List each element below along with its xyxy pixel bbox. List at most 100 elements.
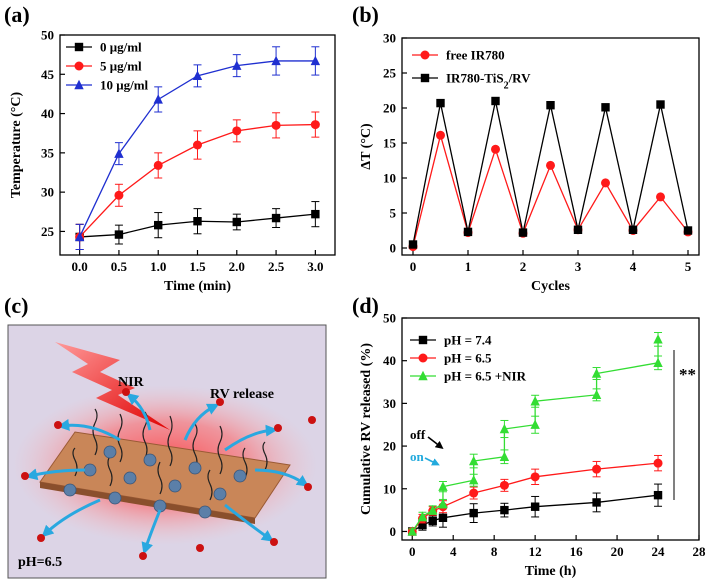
drug-loaded-particles: [63, 445, 247, 519]
y-tick-label: 40: [383, 353, 396, 368]
x-tick-label: 2.0: [229, 259, 245, 274]
data-point: [591, 368, 602, 378]
y-tick-label: 45: [41, 67, 55, 82]
y-tick-label: 0: [390, 241, 397, 256]
chart-d: 0 4 8 12 16 20 24 28 0 10 20 30 40 50 Time (h) Cumulati…: [359, 311, 706, 580]
data-point: [232, 126, 242, 136]
y-tick-label: 10: [383, 481, 396, 496]
x-tick-label: 4: [450, 544, 457, 559]
x-tick-label: 0: [410, 259, 417, 274]
data-point: [193, 140, 202, 150]
x-tick-label: 8: [491, 544, 498, 559]
data-point: [530, 419, 540, 429]
y-tick-label: 25: [41, 224, 55, 239]
x-axis-label: Time (h): [525, 564, 577, 579]
y-tick-label: 50: [383, 311, 396, 326]
data-point: [74, 231, 85, 242]
data-point: [656, 100, 665, 109]
data-point: [468, 455, 479, 466]
data-point: [653, 458, 663, 468]
legend-label: pH = 6.5 +NIR: [444, 369, 527, 384]
legend: 0 μg/ml 5 μg/ml 10 μg/ml: [66, 40, 149, 93]
y-tick-label: 50: [41, 28, 54, 43]
x-tick-label: 2: [520, 259, 527, 274]
y-axis-label: Temperature (°C): [9, 92, 24, 199]
data-point: [683, 226, 693, 235]
legend-marker: [74, 61, 84, 71]
x-tick-label: 0.0: [72, 259, 88, 274]
chart-a: 0.0 0.5 1.0 1.5 2.0 2.5 3.0 25 30 35 40 45 50 Time (m…: [9, 28, 336, 294]
y-tick-label: 15: [383, 136, 397, 151]
data-point: [653, 490, 663, 500]
legend: pH = 7.4 pH = 6.5 pH = 6.5 +NIR: [410, 333, 527, 384]
y-axis-label: ΔT (°C): [359, 123, 374, 170]
data-point: [193, 217, 202, 226]
y-tick-label: 20: [383, 101, 396, 116]
x-axis-label: Cycles: [531, 279, 570, 294]
data-point: [407, 526, 417, 536]
data-point: [438, 481, 448, 491]
panel-label-c: (c): [4, 293, 28, 318]
data-point: [428, 504, 438, 515]
series-line: [412, 100, 689, 245]
data-point: [469, 508, 478, 518]
y-tick-label: 35: [41, 145, 55, 160]
panel-c: NIR RV release pH=6.5: [7, 324, 327, 579]
data-point: [436, 98, 445, 108]
legend-marker: [418, 335, 428, 345]
data-point: [499, 451, 510, 461]
data-point: [500, 505, 509, 515]
data-point: [271, 120, 281, 130]
nir-label: NIR: [118, 375, 145, 390]
data-point: [311, 209, 320, 219]
nir-lightning-icon: [55, 342, 170, 430]
y-tick-label: 30: [383, 396, 396, 411]
y-tick-label: 5: [390, 206, 397, 221]
legend-label: 10 μg/ml: [100, 78, 149, 93]
data-point: [468, 475, 479, 485]
x-tick-label: 4: [630, 259, 637, 274]
data-point: [408, 240, 418, 249]
data-point: [114, 190, 124, 200]
legend-marker: [74, 79, 84, 90]
series-2: [74, 46, 321, 250]
rv-release-arrows: [25, 393, 309, 555]
data-point: [153, 160, 163, 170]
series-0: [408, 483, 663, 536]
data-point: [153, 94, 163, 104]
data-point: [628, 225, 638, 234]
x-tick-label: 20: [611, 544, 624, 559]
data-point: [310, 120, 320, 130]
legend-label: 5 μg/ml: [100, 59, 142, 74]
data-point: [232, 60, 242, 70]
y-tick-label: 30: [41, 185, 54, 200]
plot-frame: [401, 317, 700, 541]
data-point: [573, 225, 583, 234]
legend-label: pH = 7.4: [444, 333, 492, 348]
data-point: [417, 511, 428, 521]
x-tick-label: 5: [685, 259, 692, 274]
data-point: [592, 464, 602, 474]
data-point: [418, 520, 427, 530]
rv-drug-molecules: [21, 388, 316, 560]
series-0: [408, 130, 693, 252]
series-2: [407, 332, 663, 536]
x-tick-label: 24: [652, 544, 666, 559]
data-point: [438, 498, 448, 508]
data-point: [499, 423, 510, 434]
data-point: [192, 70, 203, 81]
data-point: [491, 144, 500, 154]
data-point: [530, 472, 540, 482]
x-tick-label: 3: [575, 259, 582, 274]
data-point: [546, 101, 555, 110]
data-point: [656, 192, 665, 202]
ph-label: pH=6.5: [18, 555, 62, 570]
data-point: [114, 230, 124, 239]
data-point: [232, 217, 241, 227]
data-point: [653, 357, 663, 368]
y-tick-label: 0: [390, 524, 397, 539]
panel-label-b: (b): [352, 2, 379, 27]
data-point: [601, 103, 610, 112]
data-point: [438, 513, 448, 522]
